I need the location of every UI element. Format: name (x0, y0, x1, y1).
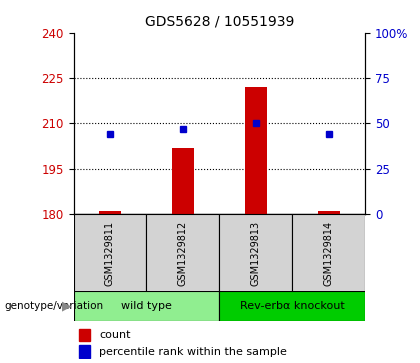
Text: genotype/variation: genotype/variation (4, 301, 103, 311)
Bar (79, 329, 90, 341)
Text: count: count (99, 330, 131, 340)
Title: GDS5628 / 10551939: GDS5628 / 10551939 (145, 15, 294, 29)
Text: GSM1329814: GSM1329814 (324, 221, 334, 286)
Bar (147, 214, 220, 292)
Text: GSM1329813: GSM1329813 (251, 221, 261, 286)
Text: percentile rank within the sample: percentile rank within the sample (99, 347, 287, 356)
Text: GSM1329811: GSM1329811 (105, 221, 115, 286)
Bar (74, 214, 147, 292)
Text: GSM1329812: GSM1329812 (178, 221, 188, 286)
Bar (220, 214, 292, 292)
Text: wild type: wild type (121, 301, 172, 311)
Bar (292, 214, 365, 292)
Bar (99, 211, 121, 214)
Text: Rev-erbα knockout: Rev-erbα knockout (240, 301, 345, 311)
Bar (79, 345, 90, 358)
Bar (220, 291, 365, 321)
Bar (318, 211, 340, 214)
Bar (74, 291, 220, 321)
Bar (245, 87, 267, 214)
Text: ▶: ▶ (62, 300, 71, 313)
Bar (172, 148, 194, 214)
